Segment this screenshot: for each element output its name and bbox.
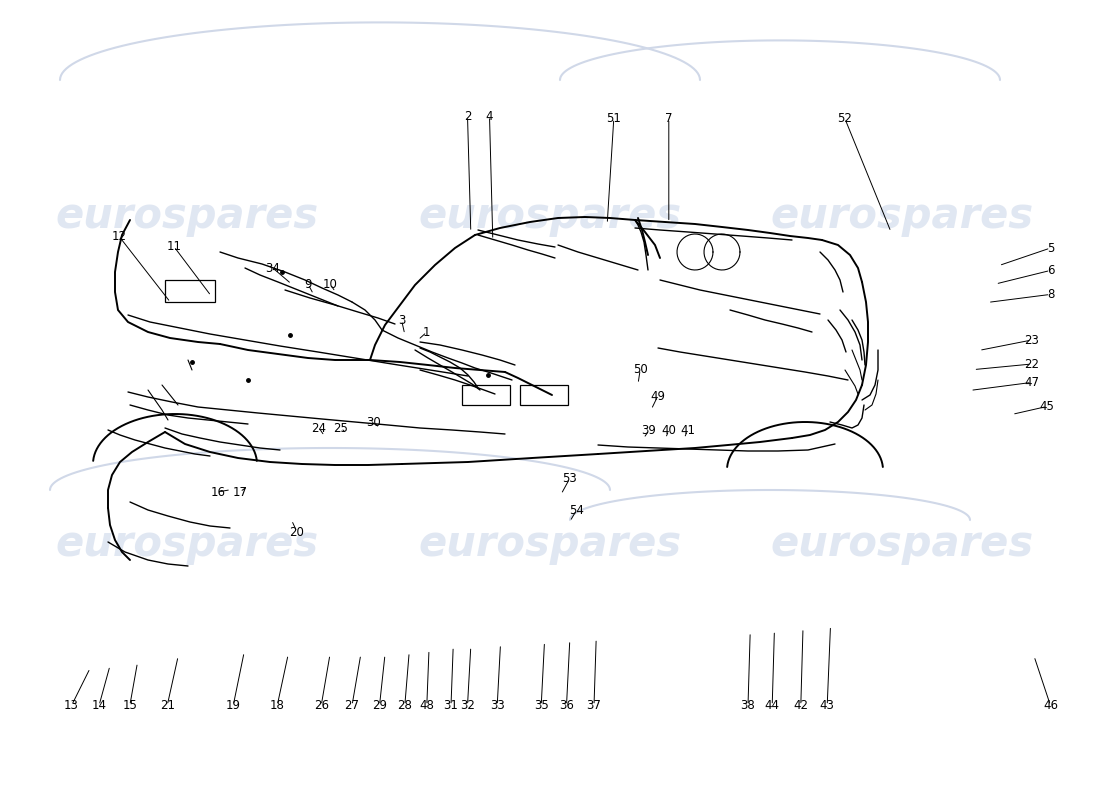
Text: 21: 21 bbox=[160, 699, 175, 712]
Text: 40: 40 bbox=[661, 424, 676, 437]
Text: 30: 30 bbox=[366, 416, 382, 429]
Text: 28: 28 bbox=[397, 699, 412, 712]
Text: 32: 32 bbox=[460, 699, 475, 712]
Text: 41: 41 bbox=[680, 424, 695, 437]
Text: 2: 2 bbox=[464, 110, 471, 122]
Text: 37: 37 bbox=[586, 699, 602, 712]
Text: eurospares: eurospares bbox=[770, 195, 1034, 237]
Text: 25: 25 bbox=[333, 422, 349, 434]
Text: eurospares: eurospares bbox=[418, 195, 682, 237]
Text: 11: 11 bbox=[166, 240, 182, 253]
Text: 26: 26 bbox=[314, 699, 329, 712]
Text: 12: 12 bbox=[111, 230, 126, 242]
Text: 49: 49 bbox=[650, 390, 666, 402]
Text: 51: 51 bbox=[606, 112, 621, 125]
Text: 42: 42 bbox=[793, 699, 808, 712]
Text: 19: 19 bbox=[226, 699, 241, 712]
Text: 47: 47 bbox=[1024, 376, 1040, 389]
Text: 13: 13 bbox=[64, 699, 79, 712]
Text: 33: 33 bbox=[490, 699, 505, 712]
Text: eurospares: eurospares bbox=[55, 523, 319, 565]
Text: 46: 46 bbox=[1043, 699, 1058, 712]
Text: 27: 27 bbox=[344, 699, 360, 712]
Text: 23: 23 bbox=[1024, 334, 1040, 346]
Text: 1: 1 bbox=[424, 326, 430, 338]
Text: 17: 17 bbox=[232, 486, 248, 498]
Text: 8: 8 bbox=[1047, 288, 1054, 301]
Text: 50: 50 bbox=[632, 363, 648, 376]
Text: eurospares: eurospares bbox=[418, 523, 682, 565]
Text: 44: 44 bbox=[764, 699, 780, 712]
Text: 31: 31 bbox=[443, 699, 459, 712]
Text: 14: 14 bbox=[91, 699, 107, 712]
Text: eurospares: eurospares bbox=[55, 195, 319, 237]
Text: 5: 5 bbox=[1047, 242, 1054, 254]
Text: 54: 54 bbox=[569, 504, 584, 517]
Text: 52: 52 bbox=[837, 112, 852, 125]
Text: 29: 29 bbox=[372, 699, 387, 712]
Text: 38: 38 bbox=[740, 699, 756, 712]
Text: 35: 35 bbox=[534, 699, 549, 712]
Text: 53: 53 bbox=[562, 472, 578, 485]
Text: 3: 3 bbox=[398, 314, 405, 326]
Text: 4: 4 bbox=[486, 110, 493, 122]
Text: 45: 45 bbox=[1040, 400, 1055, 413]
Text: 43: 43 bbox=[820, 699, 835, 712]
Text: 7: 7 bbox=[666, 112, 672, 125]
Text: 15: 15 bbox=[122, 699, 138, 712]
Text: 48: 48 bbox=[419, 699, 435, 712]
Text: 22: 22 bbox=[1024, 358, 1040, 370]
Text: 18: 18 bbox=[270, 699, 285, 712]
Text: 24: 24 bbox=[311, 422, 327, 434]
Text: 6: 6 bbox=[1047, 264, 1054, 277]
Text: 10: 10 bbox=[322, 278, 338, 290]
Text: 9: 9 bbox=[305, 278, 311, 290]
Text: 36: 36 bbox=[559, 699, 574, 712]
Text: 34: 34 bbox=[265, 262, 280, 274]
Text: 20: 20 bbox=[289, 526, 305, 538]
Text: 39: 39 bbox=[641, 424, 657, 437]
Text: eurospares: eurospares bbox=[770, 523, 1034, 565]
Text: 16: 16 bbox=[210, 486, 225, 498]
